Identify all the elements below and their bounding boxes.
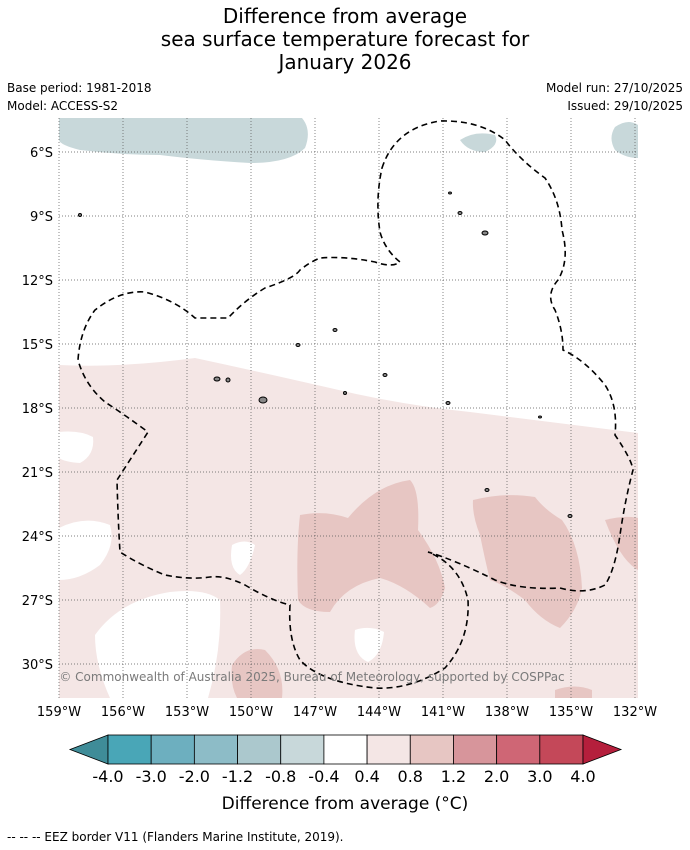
latitude-labels: 6°S 9°S 12°S 15°S 18°S 21°S 24°S 27°S 30°S xyxy=(22,146,53,673)
lat-label: 27°S xyxy=(22,594,53,609)
longitude-labels: 159°W 156°W 153°W 150°W 147°W 144°W 141°W 138°W… xyxy=(37,705,657,720)
copyright-text: © Commonwealth of Australia 2025, Bureau… xyxy=(59,670,564,684)
meta-left: Base period: 1981-2018 Model: ACCESS-S2 xyxy=(7,79,152,115)
issued-date: Issued: 29/10/2025 xyxy=(567,99,683,113)
lon-label: 150°W xyxy=(229,705,273,720)
lon-label: 138°W xyxy=(485,705,529,720)
lon-label: 159°W xyxy=(37,705,81,720)
colorbar-segment xyxy=(107,734,152,765)
colorbar-segment xyxy=(496,734,541,765)
model-run: Model run: 27/10/2025 xyxy=(545,81,683,95)
colorbar-segment xyxy=(409,734,454,765)
colorbar-tick-label: -3.0 xyxy=(135,767,167,786)
colorbar-tick-label: 3.0 xyxy=(527,767,553,786)
lon-label: 153°W xyxy=(165,705,209,720)
lon-label: 132°W xyxy=(613,705,657,720)
neutral-patch-5 xyxy=(354,627,384,662)
colorbar-segment xyxy=(193,734,238,765)
warm-anomaly-southeast xyxy=(472,495,582,628)
neutral-patch-3 xyxy=(95,591,221,698)
colorbar-tick-label: -1.2 xyxy=(221,767,254,786)
title-line-3: January 2026 xyxy=(278,50,412,74)
colorbar-tick-label: 1.2 xyxy=(440,767,467,786)
lat-label: 24°S xyxy=(22,530,53,545)
colorbar-tick-label: 2.0 xyxy=(483,767,510,786)
warm-anomaly-southeast-small xyxy=(555,686,592,698)
anomaly-fields xyxy=(59,118,638,698)
colorbar-tick-label: -2.0 xyxy=(178,767,210,786)
title-line-1: Difference from average xyxy=(222,4,468,28)
lat-label: 15°S xyxy=(22,338,53,353)
lat-label: 30°S xyxy=(22,658,53,673)
lon-label: 144°W xyxy=(357,705,401,720)
neutral-patch-2 xyxy=(59,520,112,580)
colorbar-segment xyxy=(366,734,411,765)
colorbar xyxy=(68,734,623,765)
warm-anomaly-east xyxy=(605,516,638,570)
eez-border xyxy=(77,120,634,689)
colorbar-tick-label: 0.4 xyxy=(354,767,380,786)
islands xyxy=(78,191,573,518)
lat-label: 21°S xyxy=(22,466,53,481)
colorbar-title: Difference from average (°C) xyxy=(221,794,469,814)
gridlines xyxy=(58,118,638,698)
neutral-patch-1 xyxy=(59,431,94,463)
lon-label: 156°W xyxy=(101,705,145,720)
meta-right: Model run: 27/10/2025 Issued: 29/10/2025 xyxy=(546,79,683,115)
colorbar-segment xyxy=(280,734,325,765)
lat-label: 6°S xyxy=(30,146,53,161)
colorbar-arrow-high xyxy=(582,734,623,765)
base-period: Base period: 1981-2018 xyxy=(7,81,152,95)
cool-anomaly-small xyxy=(460,133,497,152)
colorbar-segment xyxy=(453,734,498,765)
colorbar-tick-label: 0.8 xyxy=(397,767,423,786)
eez-legend: -- -- -- EEZ border V11 (Flanders Marine… xyxy=(7,830,344,844)
colorbar-segment xyxy=(539,734,584,765)
model-name: Model: ACCESS-S2 xyxy=(7,99,119,113)
colorbar-segment xyxy=(237,734,282,765)
warm-anomaly-central xyxy=(297,480,445,612)
neutral-patch-4 xyxy=(231,541,255,575)
lat-label: 9°S xyxy=(30,210,53,225)
colorbar-arrow-low xyxy=(68,734,109,765)
colorbar-tick-label: -0.4 xyxy=(308,767,340,786)
colorbar-segment xyxy=(323,734,368,765)
colorbar-segment xyxy=(150,734,195,765)
colorbar-tick-label: 4.0 xyxy=(570,767,596,786)
lon-label: 147°W xyxy=(293,705,337,720)
lat-label: 18°S xyxy=(22,402,53,417)
lon-label: 141°W xyxy=(421,705,465,720)
colorbar-tick-label: -4.0 xyxy=(92,767,124,786)
title-line-2: sea surface temperature forecast for xyxy=(160,27,530,51)
colorbar-tick-label: -0.8 xyxy=(265,767,297,786)
lon-label: 135°W xyxy=(549,705,593,720)
cool-anomaly-northeast xyxy=(611,121,638,158)
warm-anomaly-south xyxy=(231,649,283,698)
lat-label: 12°S xyxy=(22,274,53,289)
